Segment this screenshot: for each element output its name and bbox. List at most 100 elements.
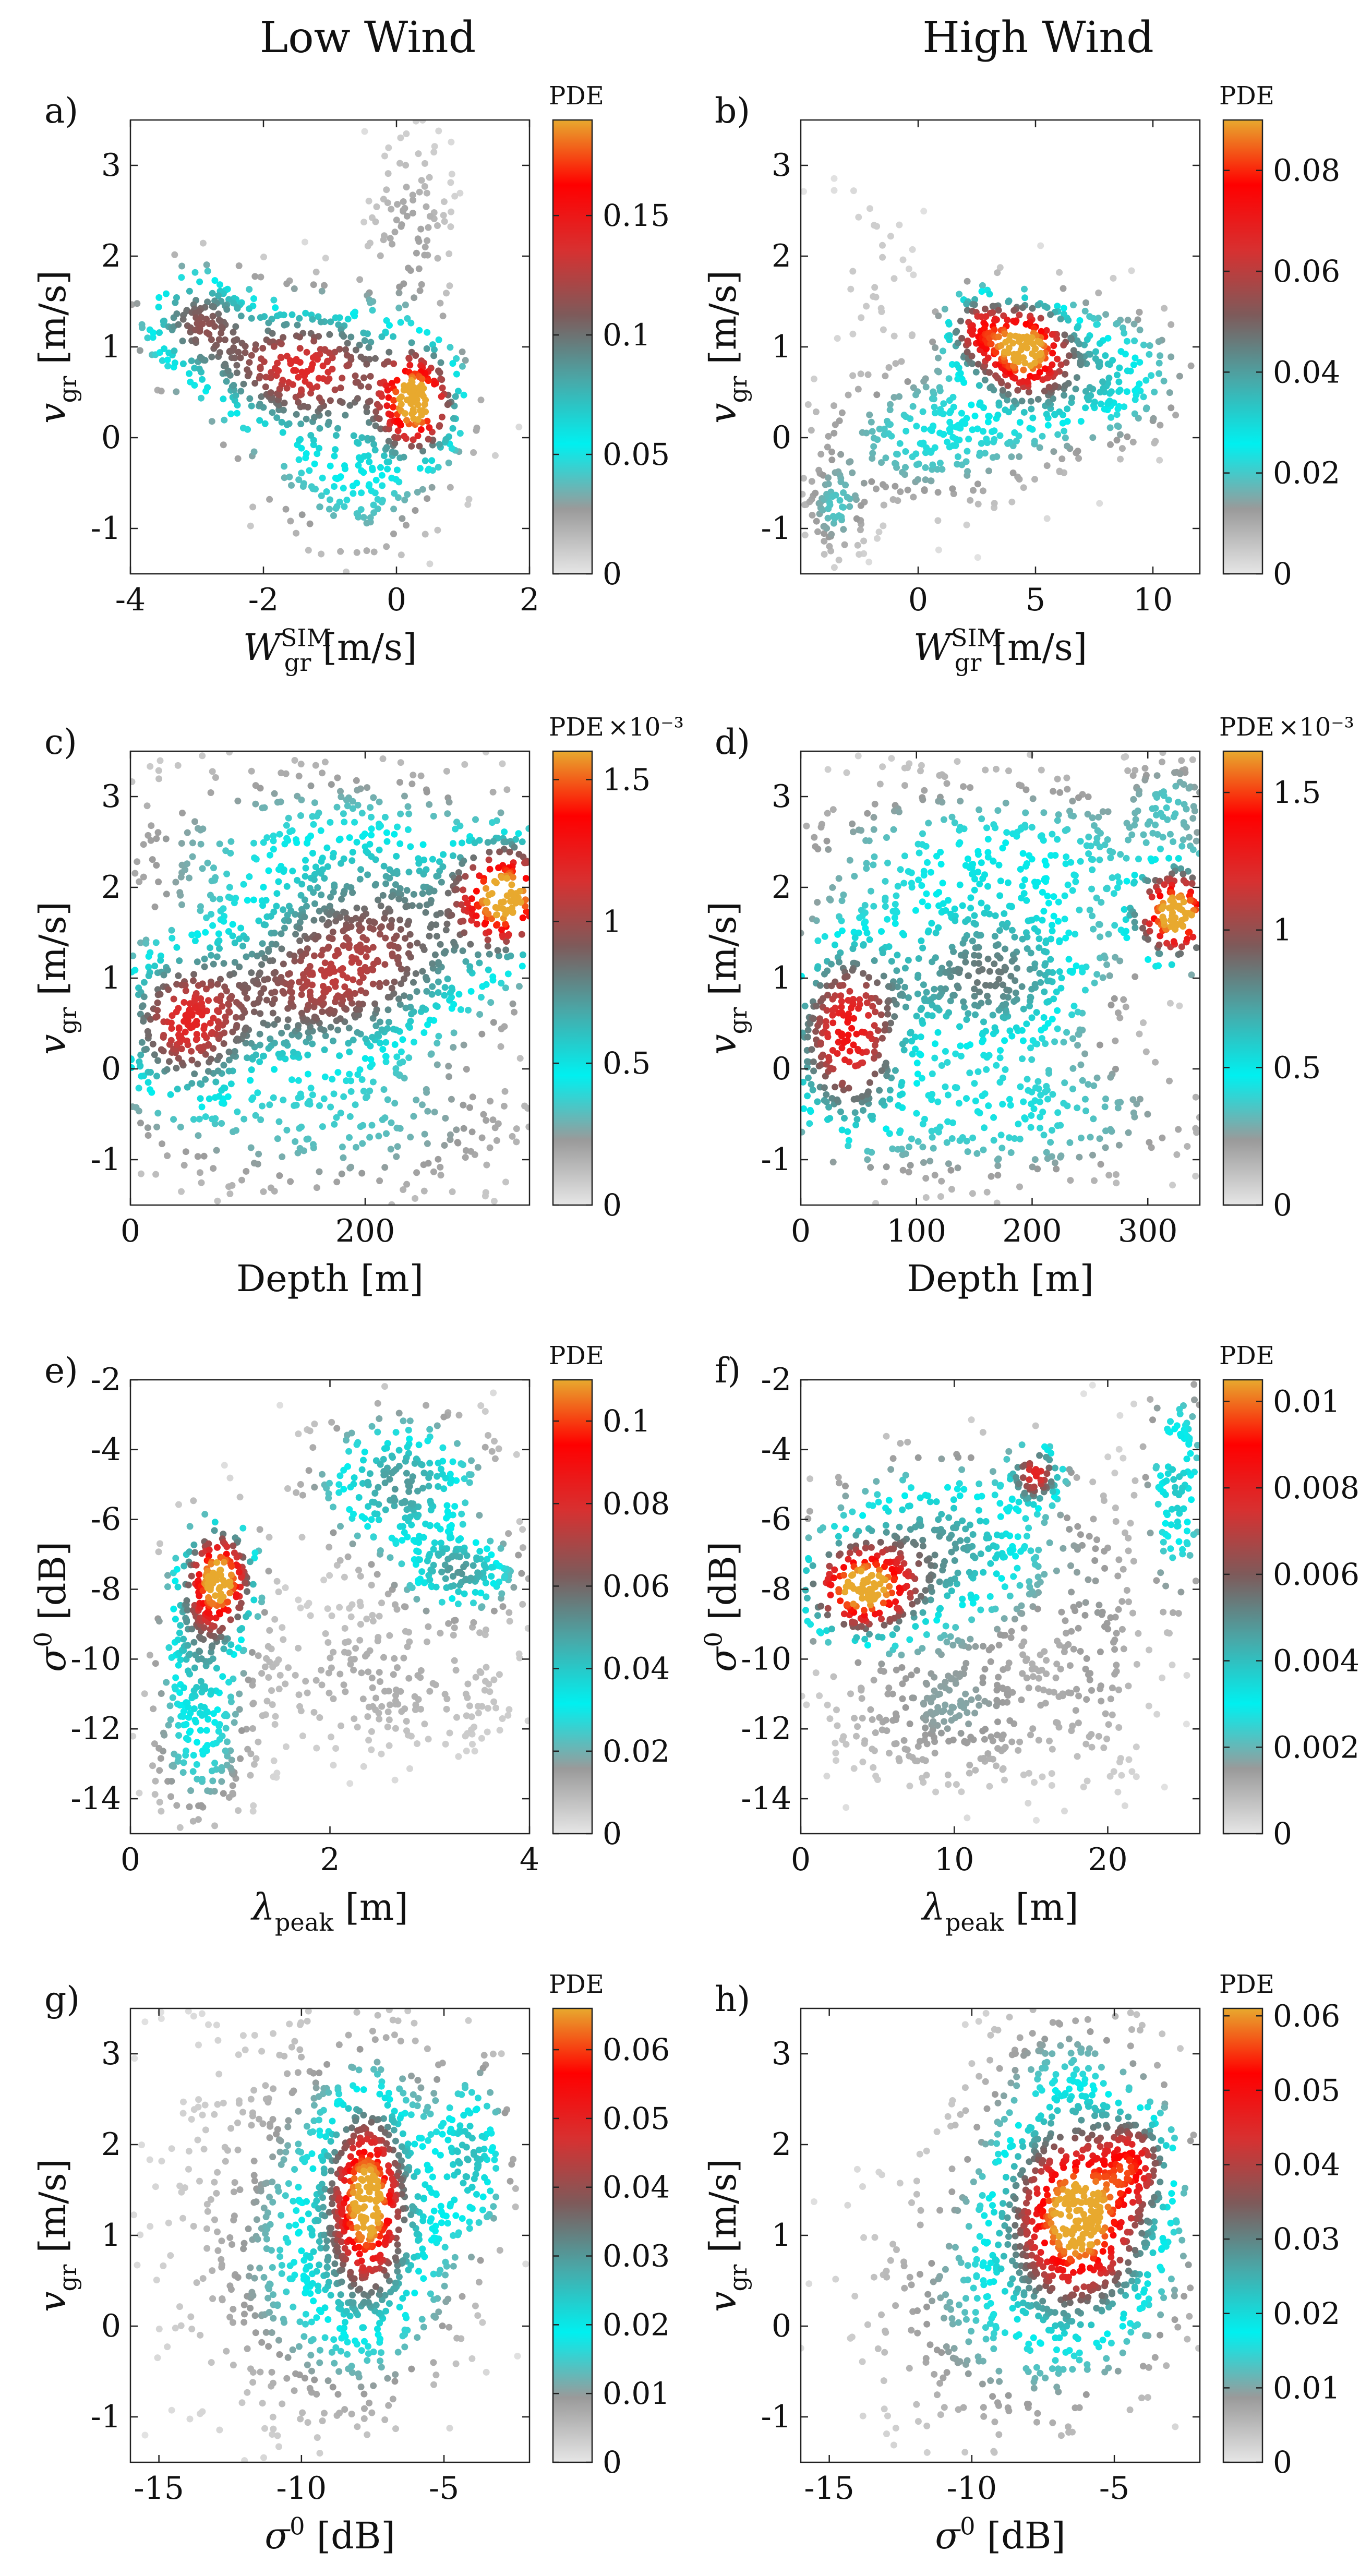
- scatter-point: [810, 1015, 817, 1022]
- scatter-point: [940, 410, 947, 417]
- scatter-point: [419, 890, 426, 897]
- scatter-point: [1074, 1104, 1081, 1112]
- y-axis-label: vgr [m/s]: [702, 270, 752, 424]
- scatter-points: [130, 1383, 529, 1831]
- scatter-point: [215, 930, 222, 937]
- scatter-point: [897, 866, 904, 873]
- scatter-point: [267, 389, 274, 396]
- scatter-point: [377, 924, 384, 931]
- scatter-point: [368, 1122, 376, 1129]
- scatter-point: [1063, 1029, 1070, 1036]
- scatter-point: [899, 1166, 907, 1174]
- scatter-point: [296, 333, 303, 341]
- scatter-point: [1114, 884, 1121, 892]
- scatter-point: [1044, 893, 1051, 900]
- scatter-point: [340, 333, 347, 340]
- scatter-point: [353, 549, 360, 556]
- scatter-point: [231, 939, 238, 946]
- scatter-point: [312, 486, 319, 492]
- scatter-point: [1070, 812, 1077, 820]
- scatter-point: [832, 1084, 839, 1091]
- scatter-point: [1159, 751, 1166, 756]
- scatter-point: [340, 890, 347, 897]
- scatter-point: [923, 890, 930, 897]
- scatter-point: [267, 851, 273, 859]
- scatter-point: [401, 496, 408, 503]
- scatter-point: [1150, 415, 1157, 422]
- scatter-point: [178, 262, 186, 270]
- scatter-point: [434, 526, 441, 534]
- scatter-point: [513, 1451, 520, 1458]
- scatter-point: [984, 849, 992, 856]
- scatter-point: [240, 1115, 248, 1123]
- scatter-point: [1055, 811, 1062, 818]
- scatter-point: [334, 774, 341, 781]
- scatter-point: [340, 1154, 347, 1161]
- scatter-point: [241, 989, 248, 996]
- scatter-point: [1077, 838, 1084, 845]
- scatter-point: [842, 482, 849, 489]
- scatter-point: [424, 1140, 431, 1147]
- scatter-point: [335, 836, 343, 844]
- scatter-point: [1085, 1081, 1092, 1088]
- scatter-point: [402, 935, 409, 942]
- scatter-point: [317, 1025, 324, 1032]
- scatter-point: [1155, 338, 1162, 345]
- scatter-point: [214, 1007, 221, 1014]
- scatter-point: [1028, 856, 1036, 863]
- scatter-point: [438, 393, 445, 400]
- scatter-point: [250, 1160, 258, 1167]
- scatter-point: [1113, 437, 1121, 444]
- scatter-point: [913, 423, 920, 430]
- scatter-point: [849, 469, 856, 476]
- scatter-point: [423, 189, 430, 197]
- scatter-point: [171, 251, 178, 258]
- scatter-point: [985, 998, 992, 1006]
- scatter-point: [1135, 415, 1142, 422]
- scatter-point: [974, 1068, 982, 1075]
- scatter-point: [1183, 880, 1190, 887]
- scatter-point: [1089, 866, 1096, 873]
- scatter-point: [466, 963, 474, 970]
- scatter-point: [886, 1096, 894, 1103]
- scatter-point: [174, 1086, 181, 1093]
- scatter-point: [980, 1052, 988, 1059]
- scatter-point: [304, 368, 311, 375]
- scatter-point: [958, 376, 966, 383]
- scatter-point: [877, 305, 885, 312]
- scatter-point: [963, 415, 970, 422]
- scatter-point: [509, 874, 516, 881]
- scatter-point: [1136, 309, 1143, 316]
- scatter-point: [419, 943, 426, 950]
- scatter-point: [278, 1029, 285, 1037]
- scatter-point: [1074, 324, 1081, 332]
- scatter-point: [840, 489, 847, 496]
- scatter-point: [1007, 1102, 1014, 1109]
- scatter-point: [392, 1725, 399, 1732]
- scatter-point: [430, 1168, 437, 1175]
- scatter-point: [984, 883, 991, 890]
- scatter-point: [1021, 294, 1029, 302]
- scatter-point: [230, 329, 237, 336]
- scatter-point: [1087, 392, 1094, 399]
- scatter-point: [1163, 940, 1171, 947]
- scatter-point: [425, 377, 432, 384]
- scatter-point: [1140, 831, 1147, 838]
- scatter-point: [311, 799, 318, 806]
- scatter-point: [182, 1028, 189, 1036]
- scatter-point: [960, 783, 967, 790]
- scatter-point: [402, 302, 409, 308]
- scatter-point: [358, 1170, 366, 1177]
- scatter-point: [894, 451, 901, 458]
- scatter-point: [296, 937, 304, 944]
- scatter-point: [350, 976, 357, 983]
- scatter-point: [921, 995, 928, 1002]
- scatter-point: [448, 138, 455, 146]
- scatter-point: [831, 429, 838, 437]
- scatter-point: [407, 1018, 414, 1025]
- scatter-point: [356, 875, 364, 883]
- scatter-point: [1146, 1139, 1153, 1146]
- scatter-point: [447, 1131, 454, 1138]
- scatter-point: [992, 349, 1000, 356]
- scatter-point: [270, 1757, 278, 1764]
